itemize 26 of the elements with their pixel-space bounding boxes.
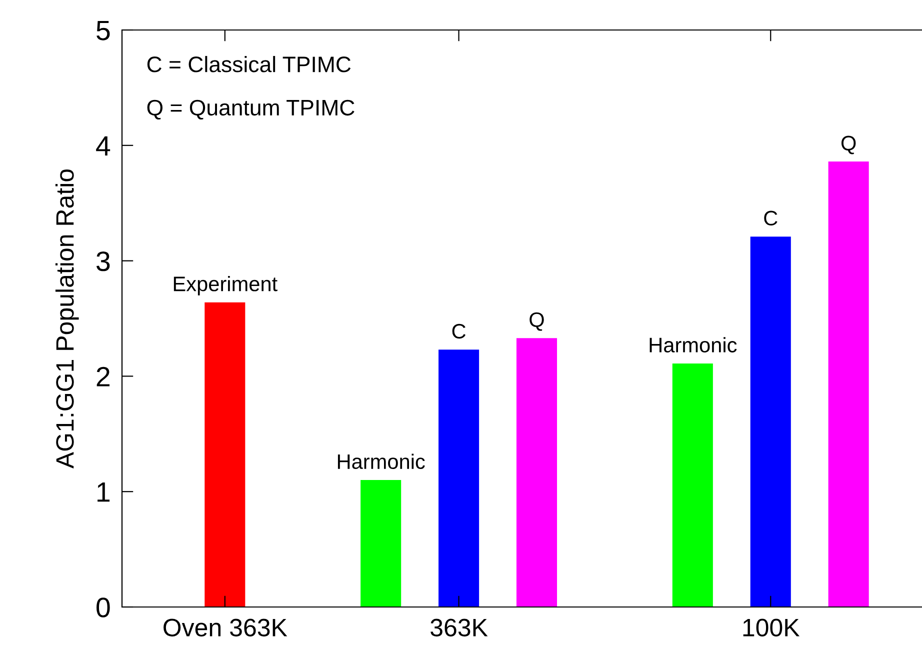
bar <box>750 236 791 607</box>
annotation: C = Classical TPIMC <box>147 56 351 72</box>
y-tick-label: 1 <box>98 482 110 502</box>
series-label: Experiment <box>174 276 278 296</box>
bar <box>828 162 869 607</box>
text: C <box>452 324 466 339</box>
series-label: Harmonic <box>650 337 737 352</box>
y-axis-title: AG1:GG1 Population Ratio <box>55 169 79 469</box>
y-tick-label: 5 <box>96 20 110 40</box>
x-tick-label: 100K <box>743 618 800 636</box>
y-tick-label: 4 <box>96 136 110 156</box>
x-tick-label: Oven 363K <box>164 618 288 636</box>
y-tick-label: 3 <box>96 251 110 272</box>
x-tick-label: 363K <box>430 618 488 636</box>
bar <box>204 302 246 607</box>
bar <box>360 480 402 607</box>
y-tick-label: 0 <box>96 598 110 618</box>
bar <box>438 350 480 607</box>
series-label: C <box>764 210 778 226</box>
text: Harmonic <box>338 454 425 470</box>
bar <box>672 364 713 607</box>
series-label: Q <box>841 136 856 154</box>
y-tick-label: 2 <box>96 366 110 386</box>
text: Q <box>530 312 544 331</box>
annotation: Q = Quantum TPIMC <box>147 100 354 120</box>
bar <box>516 338 558 607</box>
